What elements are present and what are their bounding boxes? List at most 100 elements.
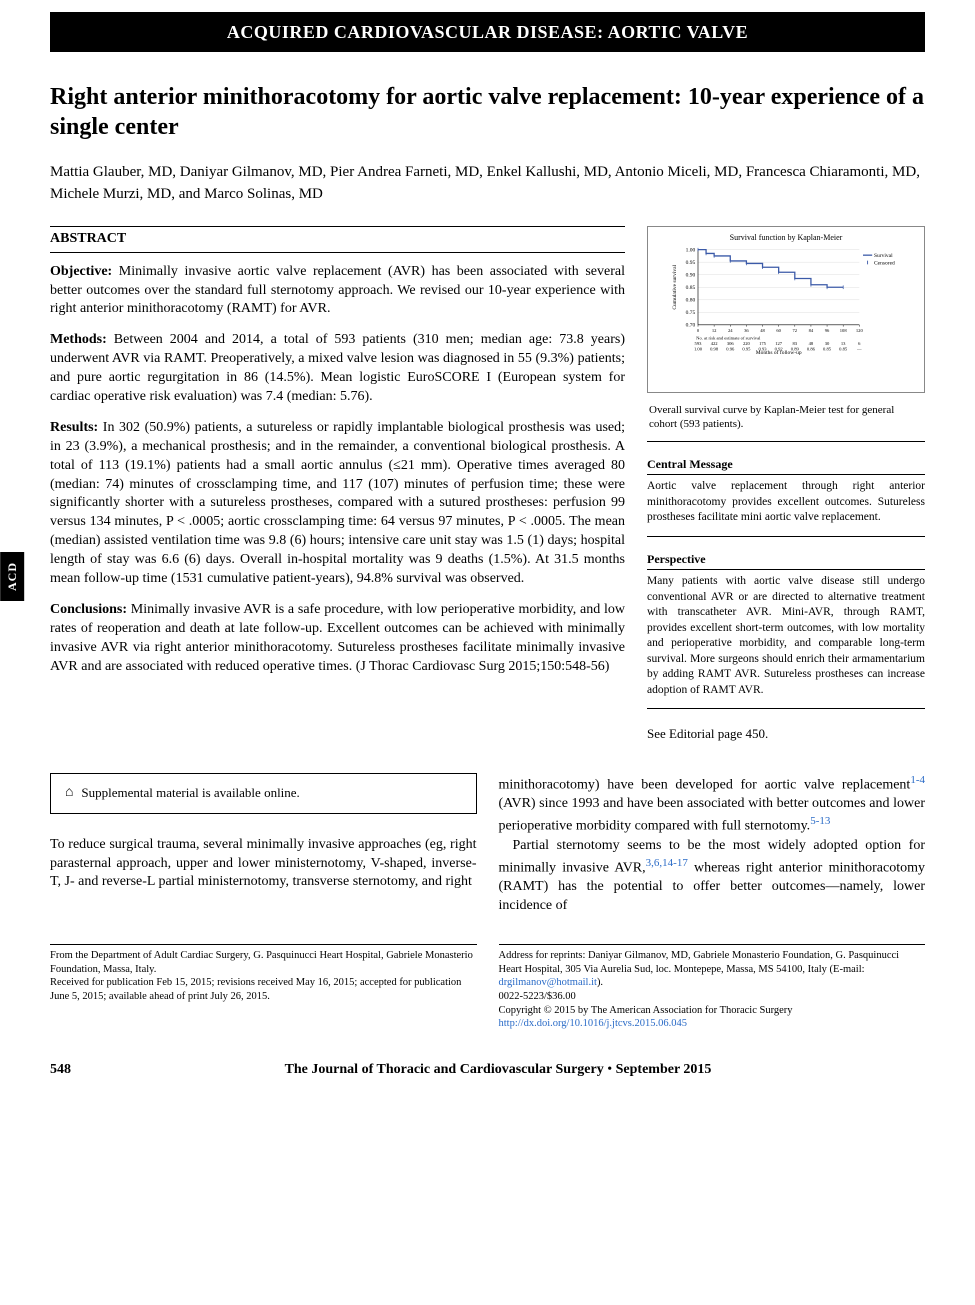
reprint-email-link[interactable]: drgilmanov@hotmail.it — [499, 977, 597, 988]
page-number: 548 — [50, 1061, 71, 1080]
copyright: Copyright © 2015 by The American Associa… — [499, 1004, 926, 1018]
svg-text:422: 422 — [711, 341, 719, 346]
svg-text:13: 13 — [841, 341, 846, 346]
issn-price: 0022-5223/$36.00 — [499, 990, 926, 1004]
svg-text:1.00: 1.00 — [694, 346, 703, 351]
figure-caption: Overall survival curve by Kaplan-Meier t… — [647, 399, 925, 443]
svg-text:84: 84 — [809, 328, 814, 333]
svg-text:0.85: 0.85 — [839, 346, 848, 351]
svg-text:0.85: 0.85 — [823, 346, 832, 351]
results-label: Results: — [50, 420, 98, 435]
journal-name: The Journal of Thoracic and Cardiovascul… — [285, 1062, 604, 1077]
svg-text:No. at risk and estimate of su: No. at risk and estimate of survival — [696, 335, 761, 340]
objective-text: Minimally invasive aortic valve replacem… — [50, 264, 625, 317]
svg-text:Censored: Censored — [874, 260, 895, 266]
svg-text:220: 220 — [743, 341, 751, 346]
supplemental-text: Supplemental material is available onlin… — [81, 784, 299, 802]
svg-text:0.86: 0.86 — [807, 346, 816, 351]
ref-link-3-6-14-17[interactable]: 3,6,14-17 — [646, 857, 688, 869]
svg-text:127: 127 — [775, 341, 783, 346]
supplemental-icon: ⌂ — [65, 784, 73, 803]
conclusions-text: Minimally invasive AVR is a safe procedu… — [50, 602, 625, 674]
abstract-column: ABSTRACT Objective: Minimally invasive a… — [50, 226, 625, 743]
svg-text:0.96: 0.96 — [726, 346, 735, 351]
doi-link[interactable]: http://dx.doi.org/10.1016/j.jtcvs.2015.0… — [499, 1018, 688, 1029]
svg-text:72: 72 — [793, 328, 798, 333]
body-text-right: minithoracotomy) have been developed for… — [499, 773, 926, 916]
side-tab-acd: ACD — [0, 552, 24, 601]
ref-link-1-4[interactable]: 1-4 — [910, 774, 925, 786]
kaplan-meier-chart: 0.700.750.800.850.900.951.00012243648607… — [654, 246, 918, 356]
svg-text:24: 24 — [728, 328, 733, 333]
svg-text:48: 48 — [809, 341, 814, 346]
svg-text:Survival: Survival — [874, 253, 893, 259]
affiliation: From the Department of Adult Cardiac Sur… — [50, 949, 477, 976]
reprint-text-b: ). — [597, 977, 603, 988]
survival-figure: Survival function by Kaplan-Meier 0.70 0.… — [647, 226, 925, 393]
svg-text:0.92: 0.92 — [775, 346, 784, 351]
svg-text:0.80: 0.80 — [686, 297, 696, 303]
svg-text:108: 108 — [840, 328, 848, 333]
methods-label: Methods: — [50, 332, 107, 347]
body-para-1: To reduce surgical trauma, several minim… — [50, 836, 477, 893]
svg-text:83: 83 — [793, 341, 798, 346]
body-2a: minithoracotomy) have been developed for… — [499, 777, 911, 792]
svg-text:96: 96 — [825, 328, 830, 333]
central-message-heading: Central Message — [647, 456, 925, 475]
central-message-body: Aortic valve replacement through right a… — [647, 479, 925, 537]
svg-text:120: 120 — [856, 328, 864, 333]
author-list: Mattia Glauber, MD, Daniyar Gilmanov, MD… — [50, 162, 925, 206]
svg-text:0.70: 0.70 — [686, 322, 696, 328]
svg-text:—: — — [856, 346, 862, 351]
objective-label: Objective: — [50, 264, 112, 279]
svg-text:0.98: 0.98 — [710, 346, 719, 351]
page-footer: 548 The Journal of Thoracic and Cardiova… — [0, 1031, 975, 1100]
editorial-note: See Editorial page 450. — [647, 725, 925, 743]
svg-text:Cumulative survival: Cumulative survival — [672, 264, 678, 309]
svg-text:0: 0 — [697, 328, 700, 333]
abstract-objective: Objective: Minimally invasive aortic val… — [50, 263, 625, 320]
sidebar-column: Survival function by Kaplan-Meier 0.70 0.… — [647, 226, 925, 743]
reprint-address: Address for reprints: Daniyar Gilmanov, … — [499, 949, 926, 990]
methods-text: Between 2004 and 2014, a total of 593 pa… — [50, 332, 625, 404]
received-dates: Received for publication Feb 15, 2015; r… — [50, 976, 477, 1003]
svg-text:0.90: 0.90 — [686, 272, 696, 278]
svg-text:6: 6 — [858, 341, 861, 346]
footnote-left: From the Department of Adult Cardiac Sur… — [50, 944, 477, 1031]
abstract-results: Results: In 302 (50.9%) patients, a sutu… — [50, 419, 625, 589]
abstract-methods: Methods: Between 2004 and 2014, a total … — [50, 331, 625, 407]
supplemental-box[interactable]: ⌂ Supplemental material is available onl… — [50, 773, 477, 814]
svg-text:0.95: 0.95 — [686, 260, 696, 266]
svg-text:36: 36 — [744, 328, 749, 333]
svg-text:48: 48 — [760, 328, 765, 333]
ref-link-5-13[interactable]: 5-13 — [810, 815, 830, 827]
body-text-left: ⌂ Supplemental material is available onl… — [50, 773, 477, 916]
svg-text:1.00: 1.00 — [686, 247, 696, 253]
chart-title: Survival function by Kaplan-Meier — [654, 233, 918, 244]
perspective-body: Many patients with aortic valve disease … — [647, 574, 925, 709]
svg-text:175: 175 — [759, 341, 767, 346]
footnote-right: Address for reprints: Daniyar Gilmanov, … — [499, 944, 926, 1031]
svg-text:593: 593 — [695, 341, 703, 346]
body-para-3: Partial sternotomy seems to be the most … — [499, 837, 926, 916]
body-para-2: minithoracotomy) have been developed for… — [499, 773, 926, 837]
journal-footer: The Journal of Thoracic and Cardiovascul… — [285, 1061, 712, 1080]
svg-text:306: 306 — [727, 341, 735, 346]
section-banner: ACQUIRED CARDIOVASCULAR DISEASE: AORTIC … — [50, 12, 925, 52]
body-2b: (AVR) since 1993 and have been associate… — [499, 796, 926, 834]
article-title: Right anterior minithoracotomy for aorti… — [50, 82, 925, 142]
conclusions-label: Conclusions: — [50, 602, 127, 617]
journal-issue: September 2015 — [616, 1062, 712, 1077]
perspective-heading: Perspective — [647, 551, 925, 570]
abstract-conclusions: Conclusions: Minimally invasive AVR is a… — [50, 601, 625, 677]
svg-text:0.85: 0.85 — [686, 285, 696, 291]
separator-dot: • — [607, 1062, 615, 1077]
footnotes: From the Department of Adult Cardiac Sur… — [0, 930, 975, 1031]
svg-text:0.93: 0.93 — [759, 346, 768, 351]
svg-text:0.75: 0.75 — [686, 310, 696, 316]
svg-text:30: 30 — [825, 341, 830, 346]
abstract-heading: ABSTRACT — [50, 226, 625, 253]
svg-text:0.89: 0.89 — [791, 346, 800, 351]
svg-text:60: 60 — [776, 328, 781, 333]
reprint-text-a: Address for reprints: Daniyar Gilmanov, … — [499, 950, 900, 975]
